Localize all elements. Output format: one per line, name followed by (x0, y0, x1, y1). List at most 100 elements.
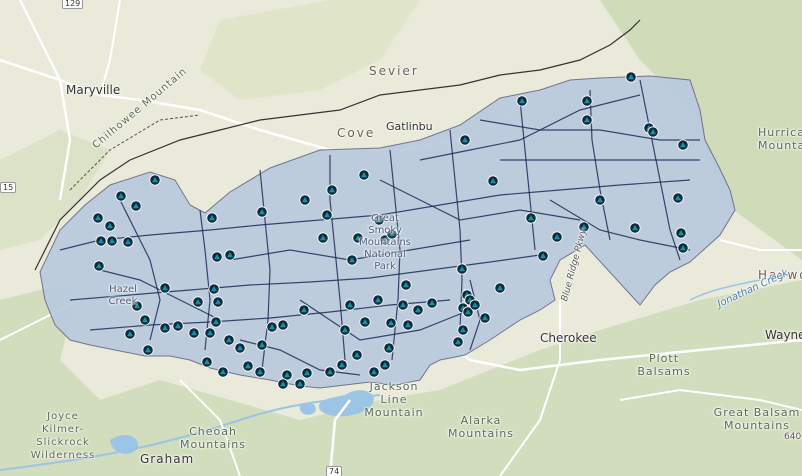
campsite-marker[interactable] (204, 327, 216, 339)
campsite-marker[interactable] (206, 212, 218, 224)
campsite-marker[interactable] (647, 126, 659, 138)
campsite-marker[interactable] (400, 279, 412, 291)
campsite-marker[interactable] (675, 227, 687, 239)
campsite-marker[interactable] (256, 339, 268, 351)
campsite-marker[interactable] (487, 175, 499, 187)
campsite-marker[interactable] (479, 312, 491, 324)
campsite-marker[interactable] (324, 366, 336, 378)
campsite-marker[interactable] (212, 296, 224, 308)
campsite-marker[interactable] (159, 282, 171, 294)
campsite-marker[interactable] (277, 319, 289, 331)
campsite-marker[interactable] (211, 251, 223, 263)
campsite-marker[interactable] (344, 299, 356, 311)
campsite-marker[interactable] (516, 95, 528, 107)
campsite-marker[interactable] (317, 232, 329, 244)
campsite-marker[interactable] (462, 306, 474, 318)
campsite-marker[interactable] (188, 327, 200, 339)
campsite-marker[interactable] (224, 249, 236, 261)
campsite-marker[interactable] (677, 242, 689, 254)
campsite-marker[interactable] (326, 184, 338, 196)
campsite-markers[interactable] (92, 71, 689, 390)
campsite-marker[interactable] (149, 174, 161, 186)
campsite-marker[interactable] (242, 360, 254, 372)
campsite-marker[interactable] (352, 232, 364, 244)
campsite-marker[interactable] (93, 260, 105, 272)
campsite-marker[interactable] (254, 366, 266, 378)
campsite-marker[interactable] (456, 263, 468, 275)
campsite-marker[interactable] (351, 349, 363, 361)
campsite-marker[interactable] (234, 342, 246, 354)
campsite-marker[interactable] (217, 366, 229, 378)
campsite-marker[interactable] (92, 212, 104, 224)
campsite-marker[interactable] (386, 228, 398, 240)
campsite-marker[interactable] (130, 200, 142, 212)
campsite-marker[interactable] (277, 378, 289, 390)
campsite-marker[interactable] (551, 231, 563, 243)
campsite-marker[interactable] (494, 282, 506, 294)
campsite-marker[interactable] (385, 317, 397, 329)
campsite-marker[interactable] (457, 324, 469, 336)
campsite-marker[interactable] (298, 304, 310, 316)
campsite-marker[interactable] (452, 336, 464, 348)
campsite-marker[interactable] (358, 169, 370, 181)
campsite-marker[interactable] (95, 235, 107, 247)
campsite-marker[interactable] (106, 235, 118, 247)
campsite-marker[interactable] (201, 356, 213, 368)
campsite-marker[interactable] (210, 316, 222, 328)
campsite-marker[interactable] (537, 250, 549, 262)
campsite-marker[interactable] (172, 320, 184, 332)
campsite-marker[interactable] (299, 194, 311, 206)
tent-icon (342, 327, 348, 333)
trail-line (59, 179, 691, 251)
campsite-marker[interactable] (581, 114, 593, 126)
campsite-marker[interactable] (115, 190, 127, 202)
campsite-marker[interactable] (373, 214, 385, 226)
tent-icon (204, 359, 210, 365)
campsite-marker[interactable] (359, 316, 371, 328)
campsite-marker[interactable] (459, 134, 471, 146)
campsite-marker[interactable] (629, 222, 641, 234)
campsite-marker[interactable] (208, 283, 220, 295)
campsite-marker[interactable] (397, 299, 409, 311)
campsite-marker[interactable] (346, 254, 358, 266)
tent-icon (482, 315, 488, 321)
campsite-marker[interactable] (525, 212, 537, 224)
tent-icon (386, 345, 392, 351)
campsite-marker[interactable] (372, 294, 384, 306)
campsite-marker[interactable] (139, 314, 151, 326)
campsite-marker[interactable] (672, 192, 684, 204)
campsite-marker[interactable] (379, 359, 391, 371)
tent-icon (133, 203, 139, 209)
campsite-marker[interactable] (321, 209, 333, 221)
campsite-marker[interactable] (339, 324, 351, 336)
campsite-marker[interactable] (256, 206, 268, 218)
campsite-marker[interactable] (368, 366, 380, 378)
campsite-marker[interactable] (578, 221, 590, 233)
campsite-marker[interactable] (266, 321, 278, 333)
campsite-marker[interactable] (336, 359, 348, 371)
campsite-marker[interactable] (223, 334, 235, 346)
tent-icon (415, 307, 421, 313)
campsite-marker[interactable] (294, 378, 306, 390)
campsite-marker[interactable] (625, 71, 637, 83)
trail-line (449, 129, 463, 331)
campsite-marker[interactable] (426, 297, 438, 309)
campsite-marker[interactable] (594, 194, 606, 206)
campsite-marker[interactable] (142, 344, 154, 356)
campsite-marker[interactable] (402, 319, 414, 331)
campsite-marker[interactable] (469, 299, 481, 311)
campsite-marker[interactable] (301, 367, 313, 379)
campsite-marker[interactable] (104, 220, 116, 232)
campsite-marker[interactable] (677, 139, 689, 151)
campsite-marker[interactable] (412, 304, 424, 316)
trail-line (389, 149, 401, 361)
campsite-marker[interactable] (124, 328, 136, 340)
campsite-marker[interactable] (383, 342, 395, 354)
campsite-marker[interactable] (192, 296, 204, 308)
campsite-marker[interactable] (131, 300, 143, 312)
campsite-marker[interactable] (581, 95, 593, 107)
campsite-marker[interactable] (159, 322, 171, 334)
campsite-marker[interactable] (122, 236, 134, 248)
